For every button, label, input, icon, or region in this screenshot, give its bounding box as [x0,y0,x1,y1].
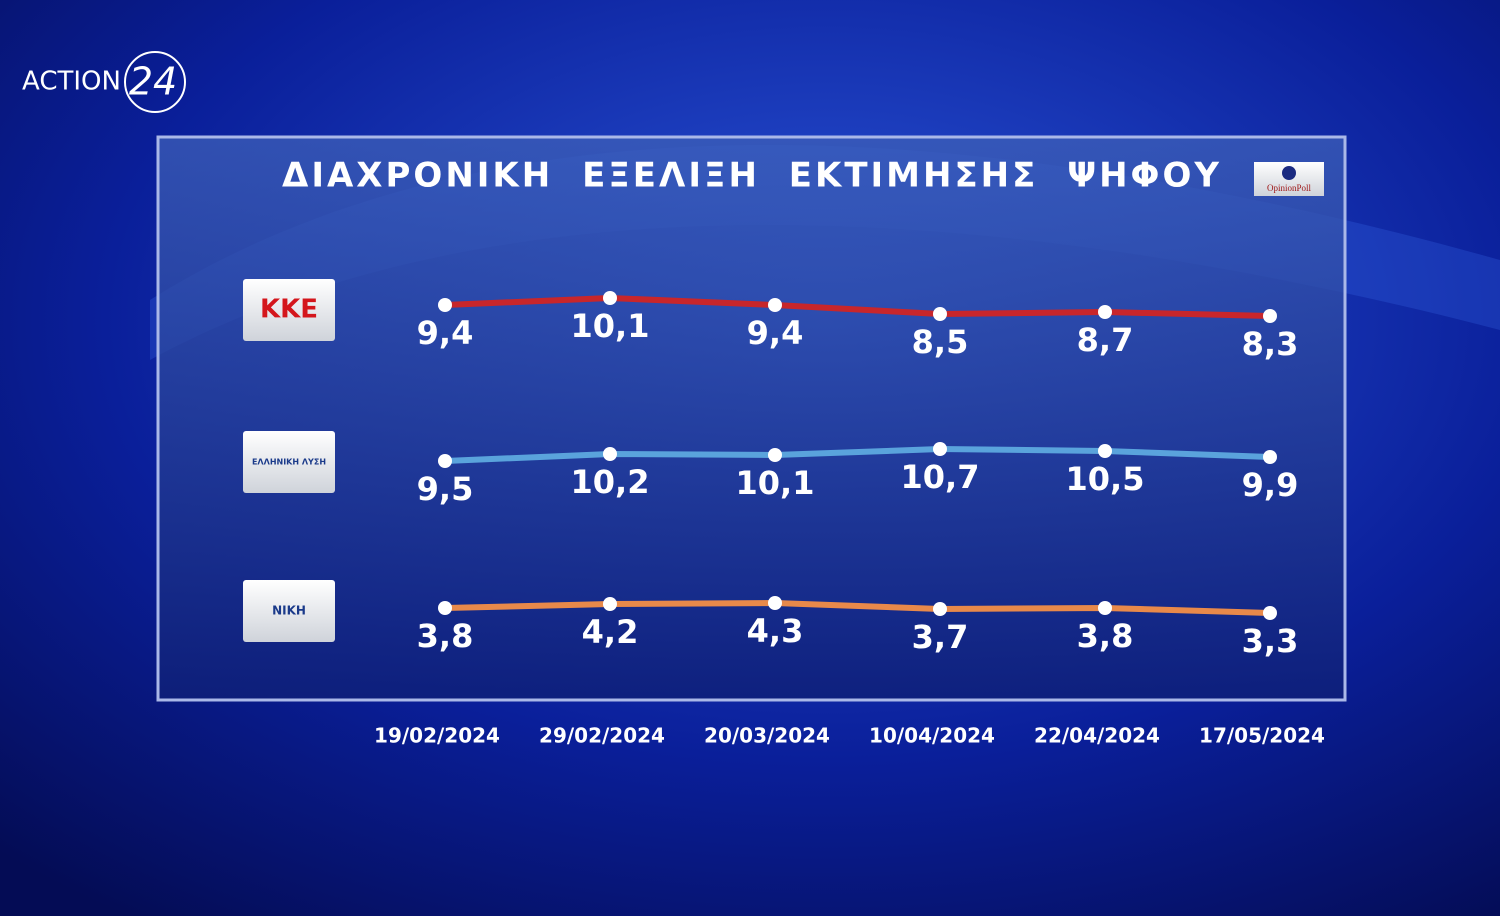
data-point [438,454,452,468]
data-point [603,597,617,611]
legend-label: ΝΙΚΗ [272,604,306,618]
data-point [933,602,947,616]
legend-label: ΚΚΕ [260,295,318,325]
data-point [1263,606,1277,620]
data-point [768,596,782,610]
legend-label: ΕΛΛΗΝΙΚΗ ΛΥΣΗ [252,458,326,467]
party-logo [243,580,335,642]
x-tick-label: 19/02/2024 [374,724,500,748]
x-tick-label: 29/02/2024 [539,724,665,748]
x-tick-label: 20/03/2024 [704,724,830,748]
data-label: 4,2 [582,613,639,651]
data-label: 3,8 [1077,617,1134,655]
x-tick-label: 22/04/2024 [1034,724,1160,748]
data-point [1263,450,1277,464]
x-tick-label: 17/05/2024 [1199,724,1325,748]
data-point [1098,601,1112,615]
data-point [603,291,617,305]
series-line [444,600,1271,616]
data-label: 4,3 [747,612,804,650]
chart-title: ΔΙΑΧΡΟΝΙΚΗ ΕΞΕΛΙΞΗ ΕΚΤΙΜΗΣΗΣ ΨΗΦΟΥ [282,156,1222,196]
data-point [438,601,452,615]
data-label: 3,7 [912,618,969,656]
series-line [444,446,1271,464]
data-label: 8,3 [1242,325,1299,363]
data-label: 9,4 [417,314,474,352]
party-logo [243,279,335,341]
channel-logo: ACTION [22,67,121,97]
data-point [438,298,452,312]
pollster-name: OpinionPoll [1267,183,1312,193]
data-label: 9,5 [417,470,474,508]
channel-logo-ring [124,51,186,113]
data-label: 10,2 [571,463,650,501]
x-tick-label: 10/04/2024 [869,724,995,748]
party-logo [243,431,335,493]
data-label: 3,8 [417,617,474,655]
data-label: 10,7 [901,458,980,496]
data-point [1098,444,1112,458]
data-label: 9,9 [1242,466,1299,504]
data-label: 8,7 [1077,321,1134,359]
data-point [933,307,947,321]
data-point [1263,309,1277,323]
data-label: 10,1 [736,464,815,502]
data-label: 9,4 [747,314,804,352]
data-point [768,448,782,462]
data-point [1098,305,1112,319]
data-point [768,298,782,312]
data-label: 10,5 [1066,460,1145,498]
series-line [444,295,1271,319]
data-label: 8,5 [912,323,969,361]
data-point [933,442,947,456]
data-label: 10,1 [571,307,650,345]
data-point [603,447,617,461]
pollster-logo-dot [1282,166,1296,180]
chart-panel [156,135,1347,702]
channel-logo-number: 24 [129,60,177,104]
data-label: 3,3 [1242,622,1299,660]
